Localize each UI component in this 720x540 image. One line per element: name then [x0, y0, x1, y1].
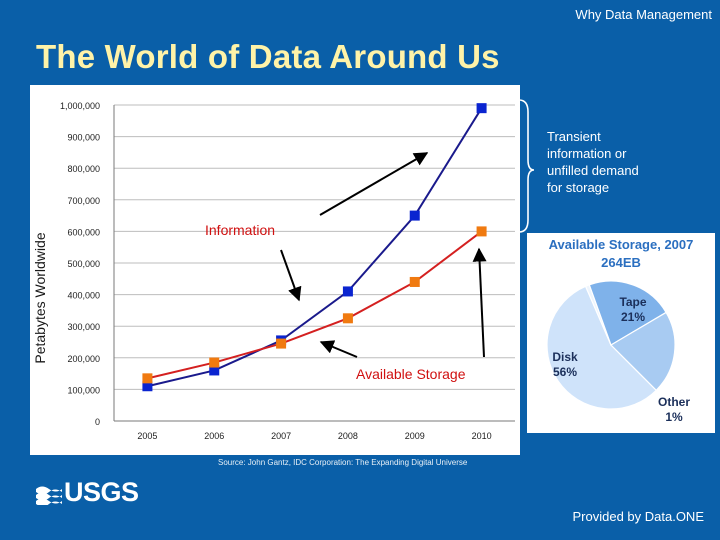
pie-slice-value: 56%: [553, 365, 577, 379]
y-tick-label: 400,000: [67, 291, 100, 301]
transient-note: Transient information or unfilled demand…: [547, 129, 639, 195]
x-tick-label: 2005: [137, 431, 157, 441]
data-point: [209, 357, 220, 368]
y-tick-label: 900,000: [67, 133, 100, 143]
pie-slice: [588, 280, 667, 346]
logo-text: USGS: [64, 477, 139, 507]
data-point: [276, 338, 287, 349]
data-point: [409, 210, 420, 221]
data-point: [142, 381, 153, 392]
line-chart-panel: 0 100,000 200,000 300,000 400,000 500,000 600,…: [30, 85, 520, 455]
data-point: [209, 365, 220, 376]
y-tick-label: 500,000: [67, 259, 100, 269]
pie-slice-label: Disk: [552, 350, 578, 364]
curly-brace: [518, 99, 535, 233]
section-label: Why Data Management: [575, 7, 712, 22]
y-tick-label: 100,000: [67, 385, 100, 395]
annotation-arrow: [319, 340, 358, 358]
chart-source: Source: John Gantz, IDC Corporation: The…: [218, 458, 468, 467]
y-axis-label: Petabytes Worldwide: [32, 232, 48, 363]
pie-title: Available Storage, 2007: [549, 237, 694, 252]
data-point: [142, 373, 153, 384]
pie-chart-panel: Available Storage, 2007 264EB Disk 56% Other…: [527, 233, 715, 433]
x-tick-label: 2009: [405, 431, 425, 441]
line-chart: 0 100,000 200,000 300,000 400,000 500,000 600,…: [32, 101, 515, 441]
provided-by: Provided by Data.ONE: [572, 509, 704, 524]
data-point: [476, 226, 487, 237]
pie-slice-value: 1%: [665, 410, 683, 424]
page-title: The World of Data Around Us: [36, 38, 500, 75]
data-point: [476, 103, 487, 114]
annotation-arrow: [319, 152, 429, 216]
x-tick-label: 2007: [271, 431, 291, 441]
usgs-wave-icon: [36, 486, 62, 507]
usgs-logo: USGS: [36, 477, 139, 508]
data-point: [409, 276, 420, 287]
y-tick-label: 300,000: [67, 322, 100, 332]
pie-slice-label: Other: [658, 395, 690, 409]
pie-slice-value: 21%: [621, 310, 645, 324]
annotation-arrow: [472, 247, 487, 358]
pie-slice: [610, 311, 676, 392]
pie-slice-label: Tape: [619, 295, 646, 309]
y-tick-label: 200,000: [67, 354, 100, 364]
information-label: Information: [205, 222, 275, 238]
x-tick-label: 2010: [472, 431, 492, 441]
y-tick-label: 1,000,000: [60, 101, 100, 111]
pie-slice: [546, 285, 658, 410]
x-tick-label: 2006: [204, 431, 224, 441]
y-tick-label: 700,000: [67, 196, 100, 206]
y-tick-label: 600,000: [67, 227, 100, 237]
pie-subtitle: 264EB: [601, 255, 641, 270]
data-point: [342, 286, 353, 297]
y-tick-label: 0: [95, 417, 100, 427]
series-line-0: [147, 107, 483, 388]
annotation-arrow: [280, 249, 302, 302]
series-line-1: [147, 230, 483, 380]
x-tick-label: 2008: [338, 431, 358, 441]
available-storage-label: Available Storage: [356, 366, 466, 382]
y-tick-label: 800,000: [67, 164, 100, 174]
data-point: [342, 313, 353, 324]
